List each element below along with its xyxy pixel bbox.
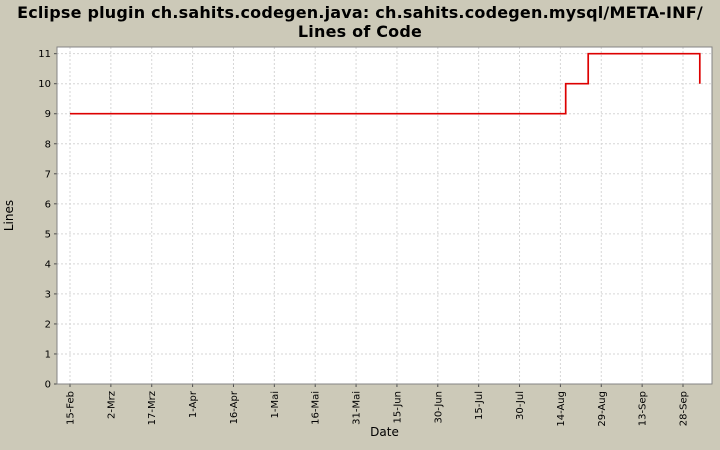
series-line xyxy=(70,52,701,115)
chart-title-line2: Lines of Code xyxy=(297,22,423,41)
plot-background xyxy=(57,47,712,384)
x-tick-label: 16-Apr xyxy=(229,390,240,424)
y-tick-label: 1 xyxy=(45,349,51,360)
y-tick-label: 0 xyxy=(45,380,51,391)
x-tick-label: 16-Mai xyxy=(311,391,322,425)
y-axis-label: Lines xyxy=(2,200,16,231)
x-tick-label: 15-Jun xyxy=(392,391,403,424)
y-tick-label: 5 xyxy=(45,229,51,240)
x-tick-label: 29-Aug xyxy=(597,391,608,427)
y-tick-label: 10 xyxy=(38,79,51,90)
y-tick-label: 11 xyxy=(38,49,51,60)
x-tick-label: 15-Jul xyxy=(474,391,485,420)
x-tick-label: 1-Apr xyxy=(188,390,199,418)
chart-title: Eclipse plugin ch.sahits.codegen.java: c… xyxy=(0,3,720,41)
plot-border xyxy=(56,46,713,385)
y-tick-label: 2 xyxy=(45,319,51,330)
x-tick-label: 15-Feb xyxy=(66,391,77,425)
y-tick-label: 7 xyxy=(45,169,51,180)
x-tick-label: 30-Jun xyxy=(433,391,444,424)
y-tick-label: 6 xyxy=(45,199,51,210)
chart-title-line1: Eclipse plugin ch.sahits.codegen.java: c… xyxy=(17,3,703,22)
x-tick-label: 2-Mrz xyxy=(106,391,117,419)
y-tick-label: 8 xyxy=(45,139,51,150)
x-tick-label: 1-Mai xyxy=(270,391,281,419)
x-tick-label: 28-Sep xyxy=(679,391,690,426)
y-tick-label: 9 xyxy=(45,109,51,120)
x-tick-label: 31-Mai xyxy=(352,391,363,425)
y-tick-label: 4 xyxy=(45,259,51,270)
x-axis-label: Date xyxy=(370,425,399,439)
x-tick-label: 13-Sep xyxy=(638,391,649,426)
x-tick-label: 30-Jul xyxy=(515,391,526,420)
x-tick-label: 14-Aug xyxy=(556,391,567,427)
x-tick-label: 17-Mrz xyxy=(147,391,158,425)
y-tick-label: 3 xyxy=(45,289,51,300)
